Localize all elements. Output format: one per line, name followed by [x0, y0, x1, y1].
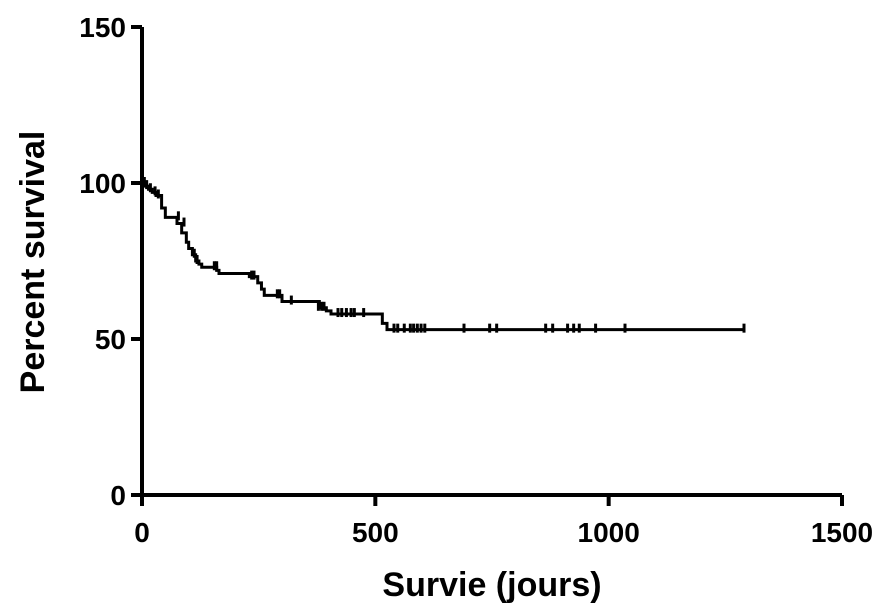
x-tick-label: 0: [134, 517, 150, 548]
x-tick-label: 1500: [811, 517, 873, 548]
axes: [140, 27, 842, 497]
y-tick-label: 50: [95, 324, 126, 355]
censor-marks: [142, 177, 746, 333]
x-tick-label: 1000: [578, 517, 640, 548]
x-axis-title: Survie (jours): [382, 566, 601, 604]
tick-labels: 0 500 1000 1500 0 50 100 150: [79, 12, 873, 548]
axis-ticks: [131, 25, 844, 506]
y-tick-label: 100: [79, 168, 126, 199]
y-tick-label: 0: [110, 480, 126, 511]
y-axis-title: Percent survival: [14, 131, 52, 394]
y-tick-label: 150: [79, 12, 126, 43]
survival-curve: [142, 181, 744, 332]
x-tick-label: 500: [352, 517, 399, 548]
